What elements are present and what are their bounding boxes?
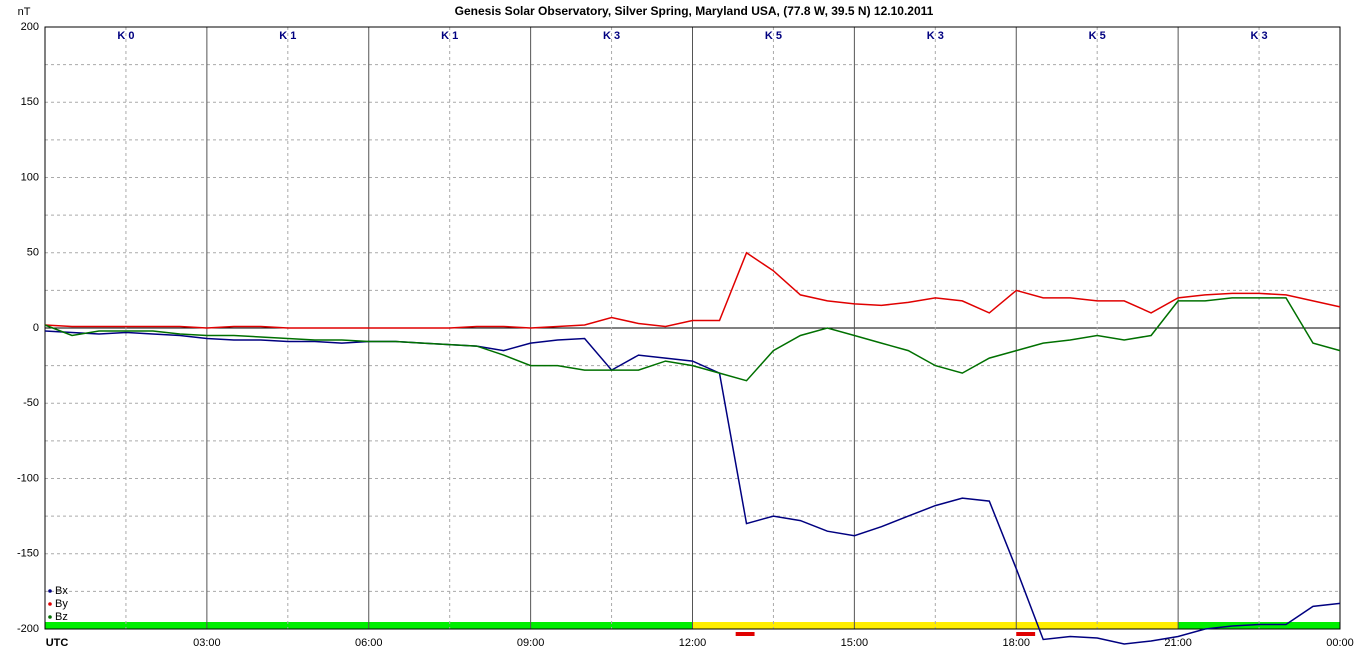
- legend-label: Bx: [55, 585, 68, 597]
- series-line: [44, 297, 1341, 382]
- y-tick-label: 50: [27, 247, 39, 259]
- y-tick-label: 0: [33, 322, 39, 334]
- series-line: [44, 330, 1341, 645]
- y-tick-label: 200: [21, 21, 39, 33]
- status-segment: [1016, 622, 1179, 629]
- x-tick-label: 00:00: [1326, 637, 1354, 649]
- legend-label: Bz: [55, 611, 68, 623]
- k-index-label: K 1: [441, 30, 458, 42]
- chart-title: Genesis Solar Observatory, Silver Spring…: [455, 4, 934, 18]
- x-tick-label: 18:00: [1002, 637, 1030, 649]
- x-tick-label: 15:00: [841, 637, 869, 649]
- k-index-label: K 1: [279, 30, 296, 42]
- y-axis-label: nT: [18, 6, 31, 18]
- k-index-label: K 5: [765, 30, 782, 42]
- y-tick-label: 150: [21, 96, 39, 108]
- k-index-label: K 0: [117, 30, 134, 42]
- x-tick-label: 21:00: [1164, 637, 1192, 649]
- x-tick-label: UTC: [46, 637, 69, 649]
- x-tick-label: 06:00: [355, 637, 383, 649]
- y-tick-label: -200: [17, 623, 39, 635]
- k-index-label: K 3: [1251, 30, 1268, 42]
- series-line: [44, 251, 1341, 329]
- k-index-label: K 3: [927, 30, 944, 42]
- y-tick-label: -150: [17, 548, 39, 560]
- alert-marker: [1016, 632, 1036, 636]
- legend-marker: [48, 602, 52, 606]
- x-tick-label: 03:00: [193, 637, 221, 649]
- y-tick-label: -50: [23, 397, 39, 409]
- y-tick-label: 100: [21, 171, 39, 183]
- x-tick-label: 09:00: [517, 637, 545, 649]
- y-tick-label: -100: [17, 472, 39, 484]
- plot-frame: [44, 26, 1341, 630]
- legend-label: By: [55, 598, 68, 610]
- k-index-label: K 5: [1089, 30, 1106, 42]
- x-tick-label: 12:00: [679, 637, 707, 649]
- legend-marker: [48, 589, 52, 593]
- legend-marker: [48, 615, 52, 619]
- k-index-label: K 3: [603, 30, 620, 42]
- status-segment: [1178, 622, 1340, 629]
- alert-marker: [735, 632, 755, 636]
